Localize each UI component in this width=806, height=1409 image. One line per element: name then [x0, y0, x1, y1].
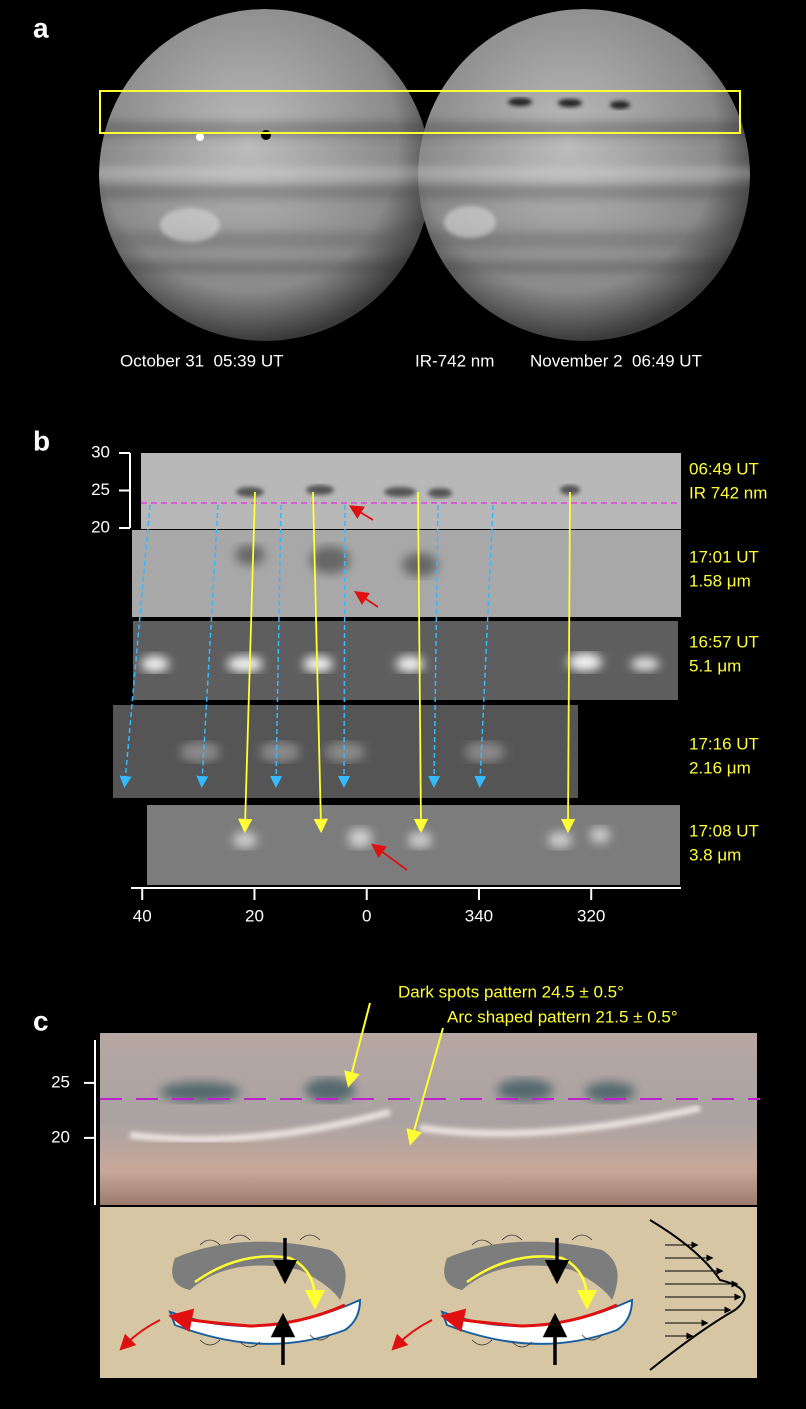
y-tick-label: 25 [91, 480, 110, 499]
y-tick-label: 25 [51, 1072, 70, 1091]
annotation: Arc shaped pattern 21.5 ± 0.5° [447, 1007, 678, 1026]
row-label: 17:01 UT [689, 547, 759, 566]
panel-letter: b [33, 425, 50, 456]
row-label: 17:16 UT [689, 734, 759, 753]
y-tick-label: 30 [91, 442, 110, 461]
wind-profile [649, 1219, 746, 1371]
image-strip [113, 453, 681, 885]
row-label: 06:49 UT [689, 459, 759, 478]
x-tick-label: 320 [577, 906, 605, 925]
y-tick-label: 20 [91, 517, 110, 536]
row-label: IR 742 nm [689, 483, 767, 502]
schematic-drawing [119, 1219, 746, 1371]
y-tick-label: 20 [51, 1127, 70, 1146]
row-labels: 06:49 UT IR 742 nm 17:01 UT 1.58 μm 16:5… [689, 459, 767, 864]
panel-letter: c [33, 1005, 49, 1036]
caption: October 31 05:39 UT [120, 351, 283, 370]
planet-image [99, 9, 431, 341]
row-label: 1.58 μm [689, 571, 751, 590]
highlight-box [99, 90, 741, 134]
pointer-arrows [348, 505, 408, 871]
planet-image [418, 9, 750, 341]
row-label: 3.8 μm [689, 845, 741, 864]
x-tick-label: 0 [362, 906, 371, 925]
x-tick-label: 20 [245, 906, 264, 925]
tracking-arrows [238, 491, 576, 834]
row-label: 17:08 UT [689, 821, 759, 840]
annotation-arrows [344, 1002, 444, 1146]
panel-c: c Dark spots pattern 24.5 ± 0.5° Arc sha… [33, 982, 760, 1378]
caption: IR-742 nm [415, 351, 494, 370]
x-tick-label: 40 [133, 906, 152, 925]
annotation: Dark spots pattern 24.5 ± 0.5° [398, 982, 624, 1001]
schematic [100, 1207, 757, 1378]
panel-letter: a [33, 12, 49, 43]
tracking-arrows [119, 504, 494, 788]
panel-b: b 30 25 20 40 20 0 340 320 [33, 425, 681, 925]
x-tick-label: 340 [465, 906, 493, 925]
panel-a: a October 31 05:39 UT IR-742 nm November… [33, 9, 750, 370]
caption: November 2 06:49 UT [530, 351, 702, 370]
row-label: 2.16 μm [689, 758, 751, 777]
color-image [100, 1033, 757, 1205]
row-label: 16:57 UT [689, 632, 759, 651]
row-label: 5.1 μm [689, 656, 741, 675]
